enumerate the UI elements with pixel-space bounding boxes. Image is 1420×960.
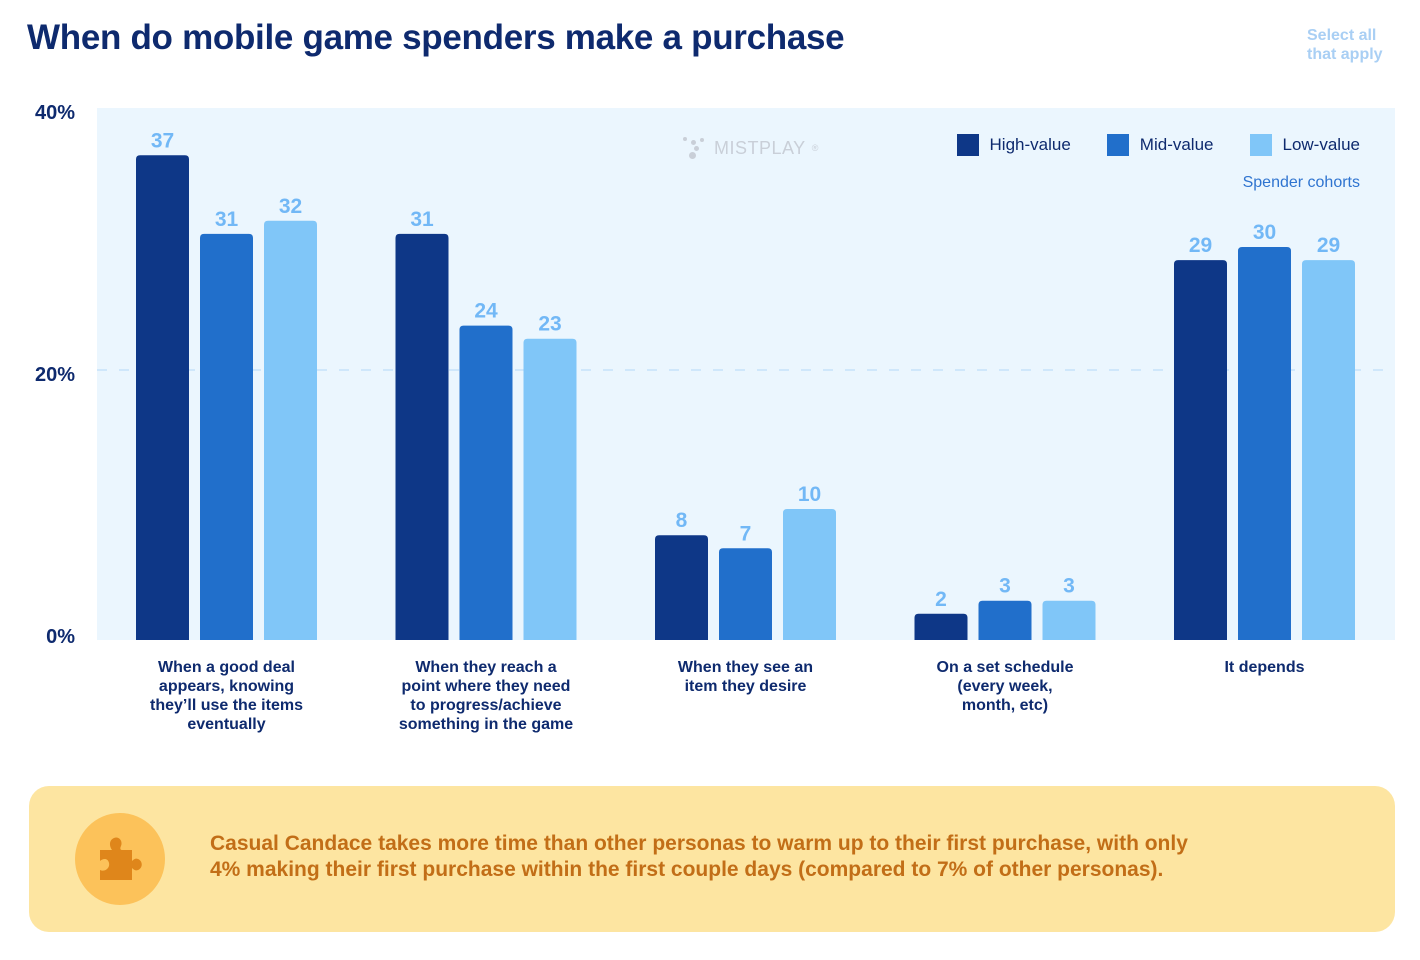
bar-low-value — [1302, 260, 1355, 640]
x-category-label-line: they’ll use the items — [150, 697, 303, 714]
chart-title: When do mobile game spenders make a purc… — [27, 18, 845, 57]
data-label: 31 — [410, 208, 434, 231]
bar-mid-value — [459, 325, 513, 640]
data-label: 7 — [740, 522, 752, 545]
callout-text: Casual Candace takes more time than othe… — [210, 831, 1330, 883]
bar-mid-value — [200, 233, 253, 640]
x-category-label-line: It depends — [1224, 659, 1305, 676]
registered-mark: ® — [811, 143, 819, 153]
bar-high-value — [655, 535, 708, 640]
x-category-label-line: On a set schedule — [936, 659, 1074, 676]
bar-high-value — [136, 155, 189, 641]
data-label: 23 — [538, 313, 561, 336]
data-label: 3 — [1063, 575, 1075, 598]
x-category-label: When they reach a point where they need to… — [381, 658, 591, 734]
legend-label: High-value — [989, 135, 1071, 154]
legend-item-high-value: High-value — [956, 134, 1071, 156]
x-category-label-line: When they reach a — [415, 659, 557, 676]
x-category-label-line: month, etc) — [961, 697, 1049, 714]
data-label: 3 — [999, 575, 1011, 598]
legend-item-low-value: Low-value — [1249, 134, 1361, 156]
insight-callout — [29, 786, 1395, 932]
mistplay-logo-icon — [682, 136, 708, 160]
data-label: 2 — [935, 588, 947, 611]
bar-high-value — [395, 233, 449, 640]
data-label: 29 — [1317, 234, 1340, 257]
data-label: 24 — [474, 300, 498, 323]
note-line-2: that apply — [1307, 46, 1383, 63]
x-category-label-line: When they see an — [677, 659, 814, 676]
data-label: 29 — [1189, 234, 1212, 257]
legend-swatch-low-value — [1249, 134, 1272, 156]
callout-icon-badge — [75, 813, 165, 905]
x-category-label: On a set schedule (every week, month, etc) — [900, 658, 1110, 715]
x-category-label: When a good deal appears, knowing they’ll … — [122, 658, 332, 734]
puzzle-piece-icon — [100, 837, 142, 880]
y-tick-label: 40% — [34, 102, 75, 124]
data-label: 10 — [798, 483, 821, 506]
bar-mid-value — [978, 600, 1032, 640]
bar-low-value — [1042, 600, 1096, 640]
note-line-1: Select all — [1307, 27, 1377, 44]
data-label: 37 — [151, 129, 174, 152]
bar-mid-value — [719, 548, 772, 640]
callout-text-line-2: 4% making their first purchase within th… — [210, 858, 1164, 881]
bar-high-value — [914, 613, 968, 640]
bar-high-value — [1174, 260, 1227, 640]
legend-label: Mid-value — [1139, 135, 1214, 154]
x-category-label-line: item they desire — [684, 678, 807, 695]
x-category-label-line: something in the game — [398, 716, 574, 733]
x-category-label: When they see an item they desire — [641, 658, 851, 696]
bar-low-value — [523, 338, 577, 640]
legend-swatch-mid-value — [1106, 134, 1129, 156]
select-all-note: Select all that apply — [1307, 26, 1407, 64]
y-tick-label: 20% — [34, 364, 75, 386]
x-category-label-line: to progress/achieve — [410, 697, 562, 714]
bar-low-value — [264, 220, 317, 641]
legend: High-value Mid-value Low-value — [956, 134, 1361, 156]
bar-low-value — [783, 509, 836, 640]
legend-label: Low-value — [1282, 135, 1361, 154]
mistplay-watermark: MISTPLAY ® — [682, 136, 819, 160]
callout-text-line-1: Casual Candace takes more time than othe… — [210, 832, 1188, 855]
legend-swatch-high-value — [956, 134, 979, 156]
data-label: 30 — [1253, 221, 1276, 244]
x-category-label: It depends — [1160, 658, 1370, 677]
data-label: 32 — [279, 195, 302, 218]
x-category-label-line: When a good deal — [158, 659, 295, 676]
watermark-text: MISTPLAY — [714, 137, 806, 158]
x-category-label-line: (every week, — [957, 678, 1053, 695]
legend-subtitle: Spender cohorts — [1242, 174, 1360, 191]
data-label: 31 — [215, 208, 239, 231]
legend-item-mid-value: Mid-value — [1106, 134, 1214, 156]
y-tick-label: 0% — [46, 626, 75, 648]
x-category-label-line: point where they need — [401, 678, 571, 695]
x-category-label-line: appears, knowing — [158, 678, 295, 695]
data-label: 8 — [676, 509, 688, 532]
bar-mid-value — [1238, 247, 1291, 640]
x-category-label-line: eventually — [187, 716, 266, 733]
